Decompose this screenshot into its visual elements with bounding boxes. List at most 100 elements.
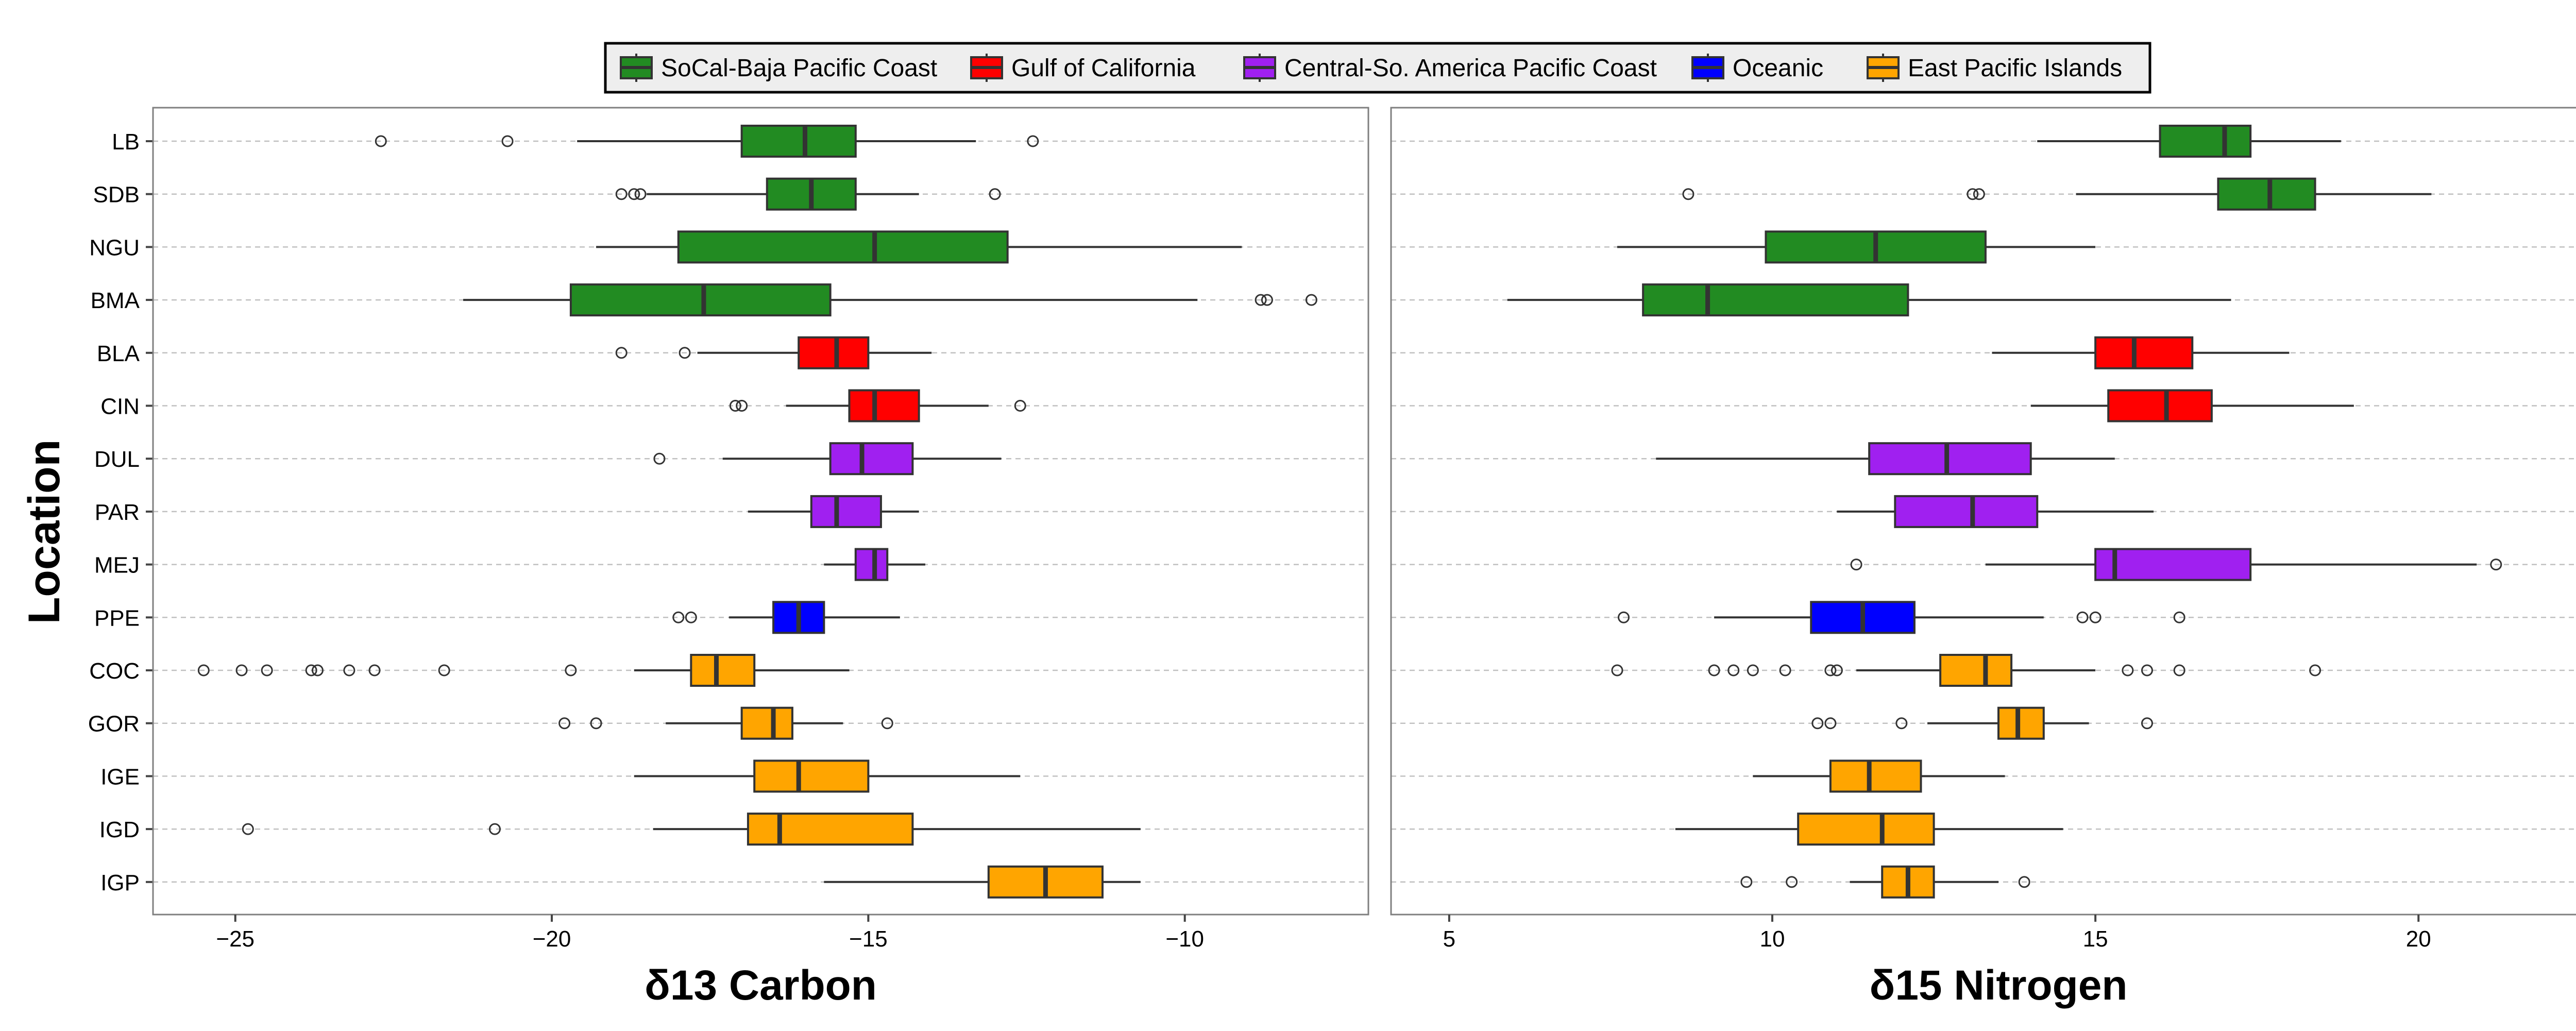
box-dul bbox=[1656, 442, 2115, 476]
outlier-point bbox=[2173, 611, 2185, 623]
y-tick-label: IGP bbox=[100, 870, 140, 895]
outlier-point bbox=[615, 188, 628, 200]
outlier-point bbox=[685, 611, 697, 623]
box-igp bbox=[1740, 865, 2030, 899]
box-iqr bbox=[747, 813, 914, 846]
box-gor bbox=[558, 706, 893, 740]
box-bma bbox=[463, 283, 1317, 317]
box-iqr bbox=[1997, 706, 2045, 740]
box-ige bbox=[634, 759, 1021, 793]
outlier-point bbox=[1973, 188, 1985, 200]
outlier-point bbox=[989, 188, 1001, 200]
box-coc bbox=[197, 654, 850, 687]
nitrogen-panel: 5 10 15 20 δ15 Nitrogen bbox=[1390, 107, 2576, 1009]
y-tick-label: SDB bbox=[93, 182, 140, 208]
outlier-point bbox=[2018, 876, 2030, 888]
legend-item: Gulf of California bbox=[970, 54, 1196, 82]
outlier-point bbox=[1611, 664, 1623, 677]
outlier-point bbox=[242, 823, 254, 835]
box-igd bbox=[242, 813, 1141, 846]
box-iqr bbox=[829, 442, 914, 476]
box-iqr bbox=[798, 336, 870, 369]
box-ppe bbox=[1618, 601, 2185, 634]
x-axis-title: δ15 Nitrogen bbox=[1870, 962, 2128, 1009]
y-tick-label: NGU bbox=[89, 235, 140, 260]
outlier-point bbox=[1967, 188, 1979, 200]
x-tick-label: −10 bbox=[1165, 926, 1204, 952]
outlier-point bbox=[2490, 559, 2502, 571]
outlier-point bbox=[653, 452, 666, 465]
outlier-point bbox=[1895, 717, 1908, 730]
y-axis-title: Location bbox=[20, 440, 69, 624]
x-tick-label: 5 bbox=[1443, 926, 1455, 952]
outlier-point bbox=[1027, 135, 1039, 147]
box-iqr bbox=[690, 654, 756, 687]
box-coc bbox=[1611, 654, 2321, 687]
outlier-point bbox=[1786, 876, 1798, 888]
box-iqr bbox=[753, 759, 870, 793]
outlier-point bbox=[590, 717, 602, 730]
legend-item: SoCal-Baja Pacific Coast bbox=[620, 54, 937, 82]
box-ngu bbox=[596, 230, 1242, 264]
box-sdb bbox=[1682, 177, 2432, 211]
outlier-point bbox=[2141, 717, 2153, 730]
legend-item: Oceanic bbox=[1691, 54, 1823, 82]
outlier-point bbox=[1811, 717, 1824, 730]
y-tick-label: COC bbox=[89, 658, 140, 684]
outlier-point bbox=[679, 347, 691, 359]
outlier-point bbox=[2173, 664, 2185, 677]
box-iqr bbox=[1939, 654, 2013, 687]
box-iqr bbox=[1829, 759, 1922, 793]
outlier-point bbox=[1824, 717, 1837, 730]
y-tick-label: GOR bbox=[88, 712, 140, 737]
panel-border bbox=[1390, 107, 2576, 916]
outlier-point bbox=[2122, 664, 2134, 677]
box-iqr bbox=[1797, 813, 1935, 846]
legend-label: Central-So. America Pacific Coast bbox=[1284, 55, 1657, 82]
outlier-point bbox=[615, 347, 628, 359]
box-iqr bbox=[1642, 283, 1909, 317]
outlier-point bbox=[1305, 294, 1317, 306]
box-bla bbox=[1992, 336, 2290, 369]
y-tick-label: MEJ bbox=[94, 553, 140, 578]
box-iqr bbox=[2094, 548, 2252, 581]
y-tick-label: DUL bbox=[94, 447, 140, 472]
box-bma bbox=[1507, 283, 2231, 317]
box-ppe bbox=[672, 601, 900, 634]
outlier-point bbox=[311, 664, 324, 677]
box-lb bbox=[375, 125, 1039, 158]
legend-item: Central-So. America Pacific Coast bbox=[1243, 54, 1657, 82]
outlier-point bbox=[197, 664, 210, 677]
outlier-point bbox=[1261, 294, 1273, 306]
box-iqr bbox=[2107, 389, 2213, 422]
outlier-point bbox=[2076, 611, 2089, 623]
outlier-point bbox=[558, 717, 571, 730]
box-iqr bbox=[2094, 336, 2194, 369]
legend-label: SoCal-Baja Pacific Coast bbox=[661, 55, 937, 82]
y-tick-label: BLA bbox=[97, 341, 140, 366]
box-igd bbox=[1675, 813, 2063, 846]
outlier-point bbox=[1014, 400, 1026, 412]
outlier-point bbox=[261, 664, 273, 677]
outlier-point bbox=[1824, 664, 1837, 677]
outlier-point bbox=[628, 188, 640, 200]
box-gor bbox=[1811, 706, 2153, 740]
box-ige bbox=[1753, 759, 2005, 793]
x-tick-label: −25 bbox=[216, 926, 255, 952]
outlier-point bbox=[881, 717, 893, 730]
box-iqr bbox=[2217, 177, 2316, 211]
box-iqr bbox=[1868, 442, 2032, 476]
y-tick-label: CIN bbox=[100, 394, 140, 419]
outlier-point bbox=[488, 823, 501, 835]
box-bla bbox=[615, 336, 932, 369]
outlier-point bbox=[1708, 664, 1720, 677]
outlier-point bbox=[1831, 664, 1843, 677]
outlier-point bbox=[634, 188, 647, 200]
x-axis-title: δ13 Carbon bbox=[645, 962, 877, 1009]
outlier-point bbox=[305, 664, 317, 677]
box-igp bbox=[824, 865, 1141, 899]
box-iqr bbox=[848, 389, 920, 422]
x-tick-label: −15 bbox=[849, 926, 888, 952]
box-iqr bbox=[740, 125, 857, 158]
